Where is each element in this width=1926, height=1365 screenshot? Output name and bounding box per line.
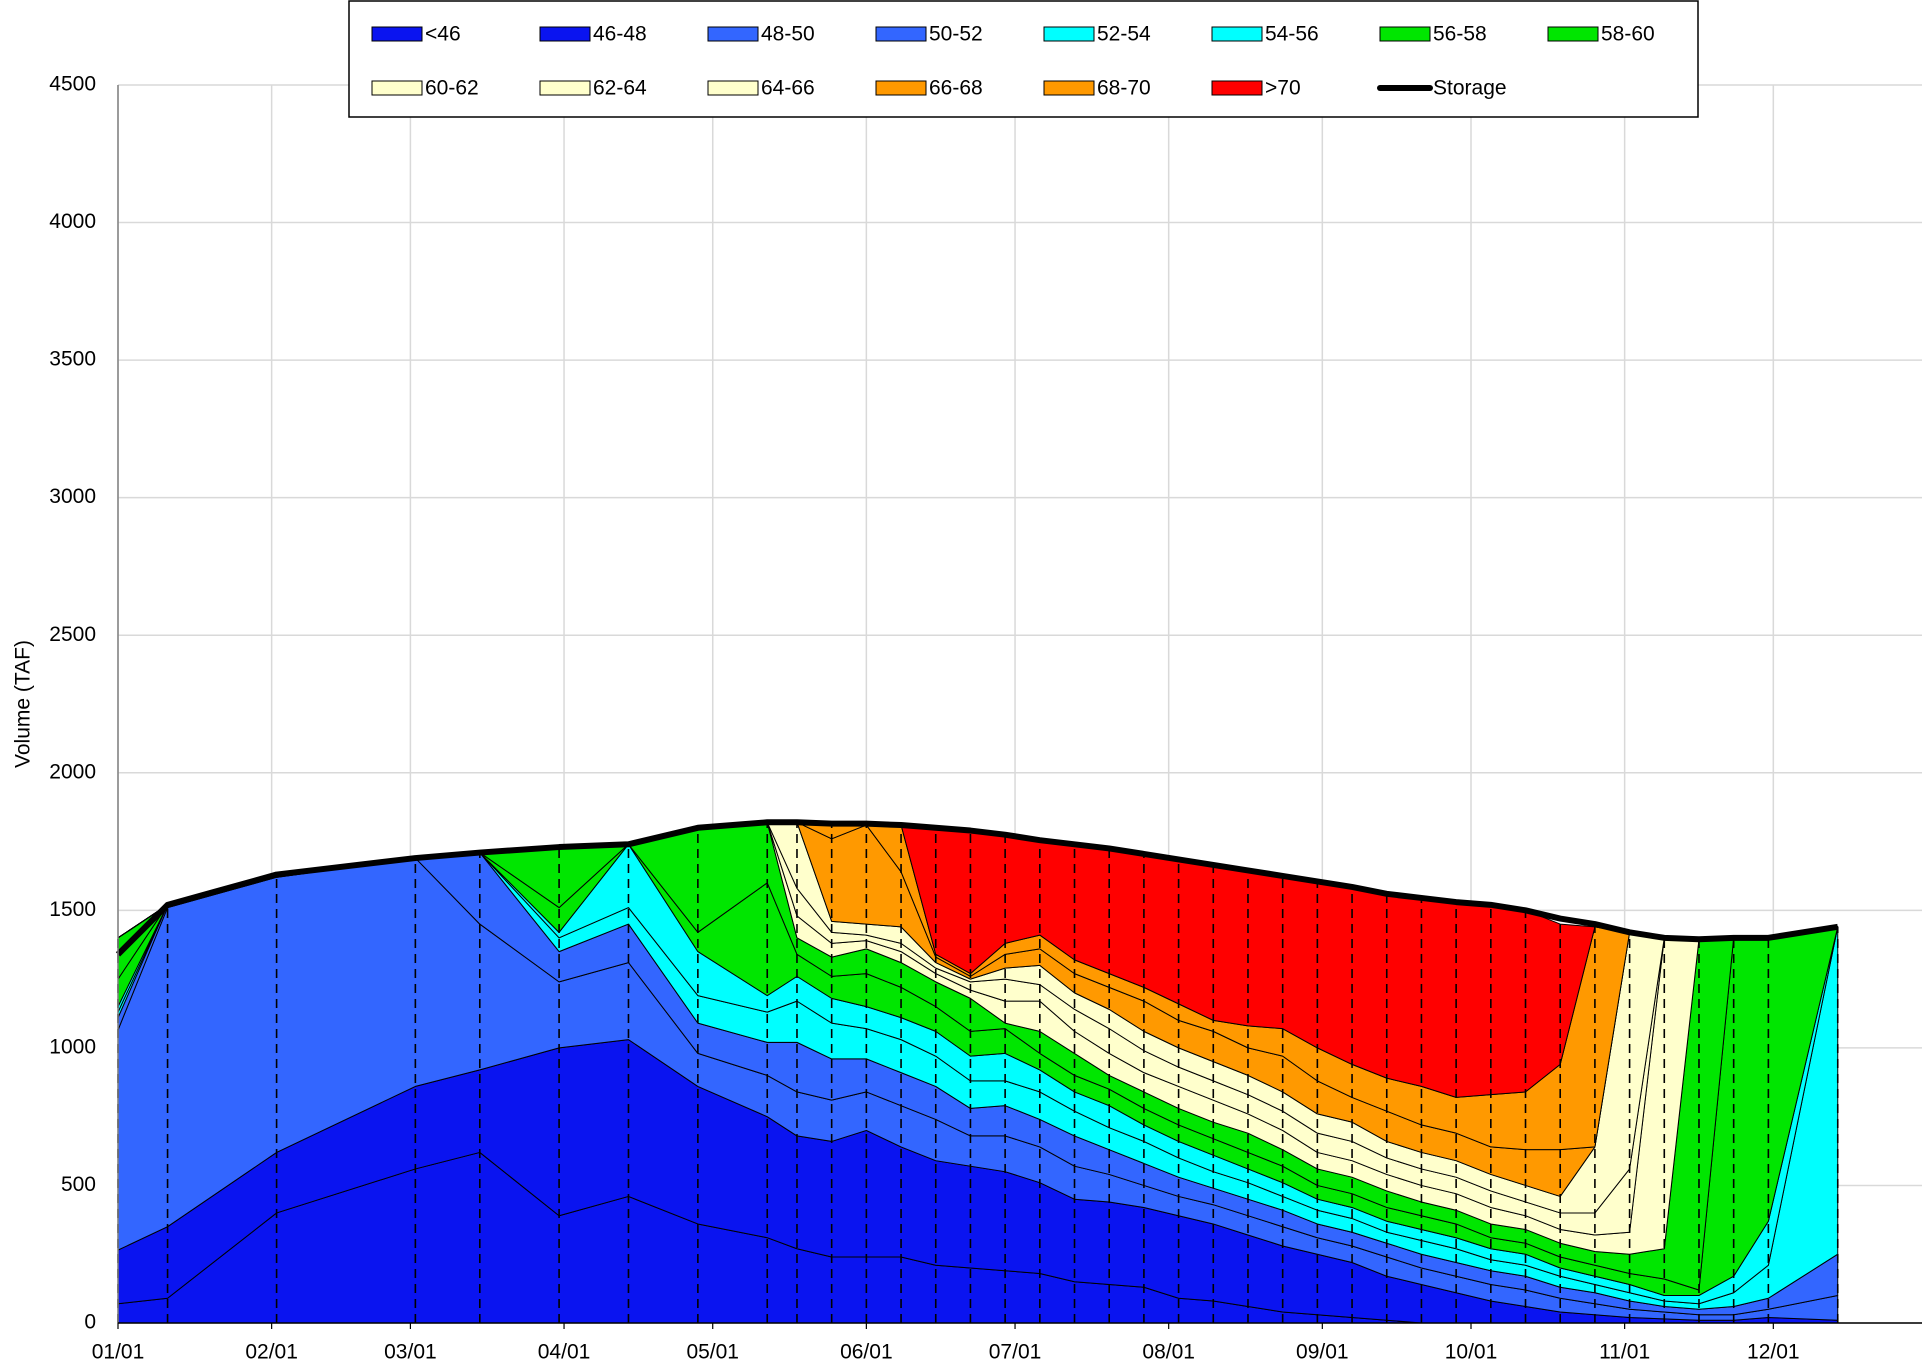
legend-swatch — [539, 80, 591, 96]
legend-swatch — [371, 26, 423, 42]
legend-label: 66-68 — [929, 77, 983, 100]
legend-swatch — [707, 80, 759, 96]
y-tick-label: 1000 — [49, 1035, 96, 1058]
legend-label: 64-66 — [761, 77, 815, 100]
legend-swatch — [1043, 80, 1095, 96]
legend-label: 50-52 — [929, 23, 983, 46]
legend: <46 46-48 48-50 50-52 52-54 54-56 56-58 58-60 60… — [348, 0, 1699, 118]
y-tick-label: 0 — [84, 1311, 96, 1334]
x-tick-label: 12/01 — [1747, 1341, 1800, 1364]
sample-lines — [117, 822, 1839, 1323]
legend-label: 60-62 — [425, 77, 479, 100]
x-tick-label: 08/01 — [1142, 1341, 1195, 1364]
legend-swatch — [707, 26, 759, 42]
lines — [115, 819, 1839, 957]
y-axis-title: Volume (TAF) — [12, 640, 35, 768]
y-tick-label: 4000 — [49, 210, 96, 233]
x-tick-label: 09/01 — [1296, 1341, 1349, 1364]
legend-label: 46-48 — [593, 23, 647, 46]
x-tick-label: 01/01 — [92, 1341, 145, 1364]
x-tick-label: 04/01 — [538, 1341, 591, 1364]
x-tick-label: 06/01 — [840, 1341, 893, 1364]
y-tick-label: 1500 — [49, 898, 96, 921]
storage-line — [115, 819, 1839, 957]
legend-swatch — [875, 80, 927, 96]
legend-label: 56-58 — [1433, 23, 1487, 46]
x-tick-label: 11/01 — [1599, 1341, 1650, 1364]
legend-label: Storage — [1433, 77, 1507, 100]
legend-label: 62-64 — [593, 77, 647, 100]
legend-label: 68-70 — [1097, 77, 1151, 100]
areas — [117, 821, 1839, 1324]
legend-label: 58-60 — [1601, 23, 1655, 46]
x-tick-label: 10/01 — [1445, 1341, 1498, 1364]
y-tick-label: 3500 — [49, 348, 96, 371]
y-tick-label: 500 — [61, 1173, 96, 1196]
legend-label: <46 — [425, 23, 461, 46]
legend-label: 52-54 — [1097, 23, 1151, 46]
axes: 0 500 1000 1500 2000 2500 3000 3500 4000 4500 01/0… — [49, 73, 1922, 1364]
legend-swatch — [1547, 26, 1599, 42]
x-tick-label: 07/01 — [989, 1341, 1042, 1364]
legend-swatch — [1043, 26, 1095, 42]
legend-label: 48-50 — [761, 23, 815, 46]
legend-swatch — [1211, 26, 1263, 42]
legend-box — [348, 0, 1699, 118]
x-tick-label: 03/01 — [384, 1341, 437, 1364]
y-tick-label: 2000 — [49, 760, 96, 783]
legend-swatch — [539, 26, 591, 42]
y-tick-label: 2500 — [49, 623, 96, 646]
y-tick-label: 4500 — [49, 73, 96, 96]
legend-label: 54-56 — [1265, 23, 1319, 46]
legend-swatch — [1211, 80, 1263, 96]
legend-swatch — [371, 80, 423, 96]
legend-swatch — [875, 26, 927, 42]
legend-label: >70 — [1265, 77, 1301, 100]
x-tick-label: 02/01 — [245, 1341, 298, 1364]
legend-swatch — [1379, 26, 1431, 42]
x-tick-label: 05/01 — [686, 1341, 739, 1364]
y-tick-label: 3000 — [49, 485, 96, 508]
